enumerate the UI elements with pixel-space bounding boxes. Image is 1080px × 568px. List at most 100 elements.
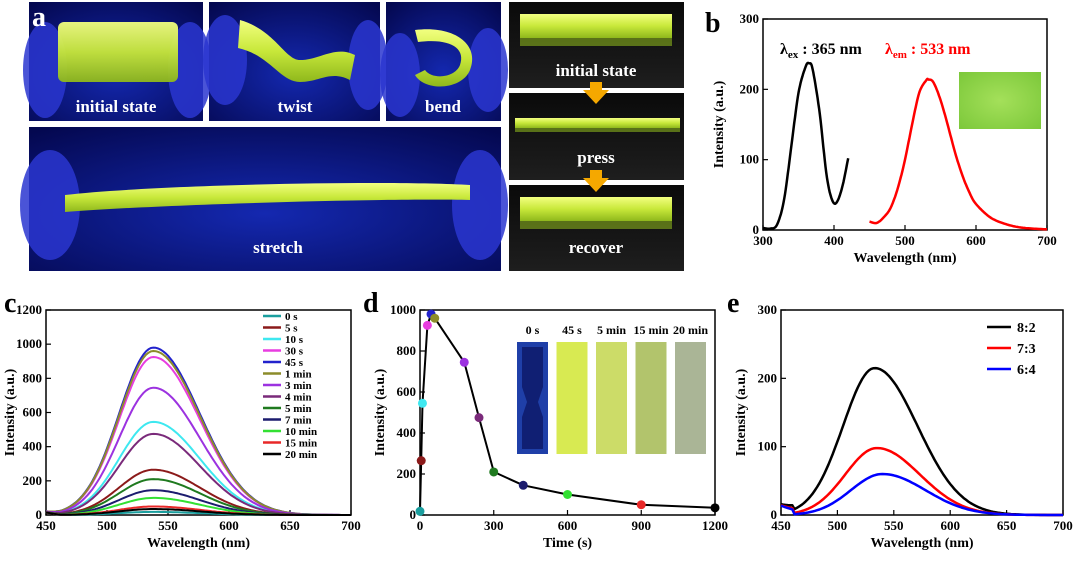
series-excitation bbox=[762, 61, 850, 231]
legend-label: 3 min bbox=[285, 380, 312, 392]
legend-label: 4 min bbox=[285, 392, 312, 404]
x-tick-label: 650 bbox=[997, 518, 1017, 533]
chart-d: d 0 300 600 900 1200 0 200 400 600 800 1000 Time (s… bbox=[363, 288, 728, 551]
data-point bbox=[459, 357, 469, 367]
y-axis-label: Intensity (a.u.) bbox=[712, 80, 727, 168]
x-tick-label: 600 bbox=[558, 518, 578, 533]
photo-label-twist: twist bbox=[278, 97, 313, 116]
y-tick-label: 400 bbox=[23, 439, 43, 454]
legend-label: 7 min bbox=[285, 415, 312, 427]
x-tick-label: 900 bbox=[632, 518, 652, 533]
legend-label: 10 s bbox=[285, 334, 304, 346]
data-point bbox=[430, 313, 440, 323]
photo-label-bend: bend bbox=[425, 97, 461, 116]
inset-label: 20 min bbox=[673, 323, 708, 337]
x-tick-label: 650 bbox=[280, 518, 300, 533]
data-point bbox=[474, 413, 484, 423]
data-point bbox=[518, 480, 528, 490]
arrow-down-icon bbox=[583, 82, 609, 104]
x-tick-label: 0 bbox=[417, 518, 424, 533]
legend-label: 8:2 bbox=[1017, 321, 1036, 336]
photo-recover: recover bbox=[509, 185, 684, 271]
y-tick-label: 1000 bbox=[16, 336, 42, 351]
y-tick-label: 1000 bbox=[390, 302, 416, 317]
chart-b: b 300 400 500 600 700 0 100 200 300 Wavelength (n… bbox=[705, 8, 1057, 266]
data-point bbox=[416, 456, 426, 466]
y-tick-label: 600 bbox=[23, 405, 43, 420]
inset-label: 45 s bbox=[562, 323, 582, 337]
x-tick-label: 500 bbox=[828, 518, 848, 533]
x-tick-label: 600 bbox=[940, 518, 960, 533]
y-tick-label: 0 bbox=[753, 222, 760, 237]
annotation-emission: λem : 533 nm bbox=[885, 41, 971, 61]
x-tick-label: 600 bbox=[966, 233, 986, 248]
inset-swatch bbox=[635, 342, 667, 454]
x-tick-label: 500 bbox=[895, 233, 915, 248]
photo-label-recover: recover bbox=[569, 238, 624, 257]
legend-label: 30 s bbox=[285, 346, 304, 358]
y-tick-label: 0 bbox=[410, 507, 417, 522]
inset-swatch bbox=[556, 342, 588, 454]
x-tick-label: 550 bbox=[884, 518, 904, 533]
photo-label-initial: initial state bbox=[76, 97, 157, 116]
x-axis-label: Wavelength (nm) bbox=[853, 251, 956, 266]
legend-label: 10 min bbox=[285, 426, 317, 438]
y-tick-label: 600 bbox=[397, 384, 417, 399]
inset-swatch bbox=[596, 342, 627, 454]
legend-label: 7:3 bbox=[1017, 342, 1036, 357]
x-axis-label: Wavelength (nm) bbox=[147, 536, 250, 551]
inset-gel-shape bbox=[522, 347, 543, 449]
photo-bend: bend bbox=[380, 2, 508, 121]
y-tick-label: 1200 bbox=[16, 302, 42, 317]
photo-label-press: press bbox=[577, 148, 615, 167]
panel-label-d: d bbox=[363, 288, 379, 319]
panel-label-b: b bbox=[705, 8, 721, 39]
legend-label: 45 s bbox=[285, 357, 304, 369]
y-tick-label: 200 bbox=[397, 466, 417, 481]
x-tick-label: 1200 bbox=[702, 518, 728, 533]
inset-photo bbox=[959, 72, 1041, 129]
y-tick-label: 200 bbox=[758, 370, 778, 385]
data-point bbox=[636, 500, 646, 510]
data-point bbox=[489, 467, 499, 477]
y-axis-label: Intensity (a.u.) bbox=[3, 368, 18, 456]
x-tick-label: 450 bbox=[771, 518, 791, 533]
y-tick-label: 800 bbox=[397, 343, 417, 358]
panel-label-a: a bbox=[32, 2, 46, 33]
x-axis-label: Time (s) bbox=[543, 536, 592, 551]
photo-twist: twist bbox=[203, 2, 388, 121]
y-axis-label: Intensity (a.u.) bbox=[373, 368, 388, 456]
legend-label: 15 min bbox=[285, 438, 317, 450]
y-tick-label: 400 bbox=[397, 425, 417, 440]
legend-label: 5 min bbox=[285, 403, 312, 415]
x-tick-label: 600 bbox=[219, 518, 239, 533]
x-tick-label: 300 bbox=[484, 518, 504, 533]
legend-label: 1 min bbox=[285, 369, 312, 381]
photo-label-right-initial: initial state bbox=[556, 61, 637, 80]
y-tick-label: 200 bbox=[23, 473, 43, 488]
chart-e: e 450 500 550 600 650 700 0 100 200 300 Wavelength… bbox=[727, 288, 1073, 551]
legend-label: 20 min bbox=[285, 449, 317, 461]
x-tick-label: 300 bbox=[753, 233, 773, 248]
data-point bbox=[710, 503, 720, 513]
x-tick-label: 700 bbox=[1053, 518, 1073, 533]
annotation-excitation: λex : 365 nm bbox=[780, 41, 862, 61]
data-point bbox=[422, 320, 432, 330]
y-axis-label: Intensity (a.u.) bbox=[734, 368, 749, 456]
x-tick-label: 700 bbox=[341, 518, 361, 533]
y-tick-label: 800 bbox=[23, 370, 43, 385]
inset-label: 5 min bbox=[597, 323, 626, 337]
y-tick-label: 100 bbox=[740, 152, 760, 167]
series-6-4 bbox=[780, 472, 1063, 517]
x-tick-label: 400 bbox=[824, 233, 844, 248]
legend-label: 5 s bbox=[285, 323, 298, 335]
legend-label: 0 s bbox=[285, 311, 298, 323]
data-point bbox=[415, 506, 425, 516]
x-tick-label: 500 bbox=[97, 518, 117, 533]
panel-label-c: c bbox=[4, 288, 16, 319]
chart-c: c 450 500 550 600 650 700 0 200 400 600 800 1000 120… bbox=[3, 288, 361, 551]
series-20-min bbox=[45, 508, 351, 516]
data-point bbox=[417, 398, 427, 408]
x-tick-label: 450 bbox=[36, 518, 56, 533]
legend-label: 6:4 bbox=[1017, 363, 1036, 378]
